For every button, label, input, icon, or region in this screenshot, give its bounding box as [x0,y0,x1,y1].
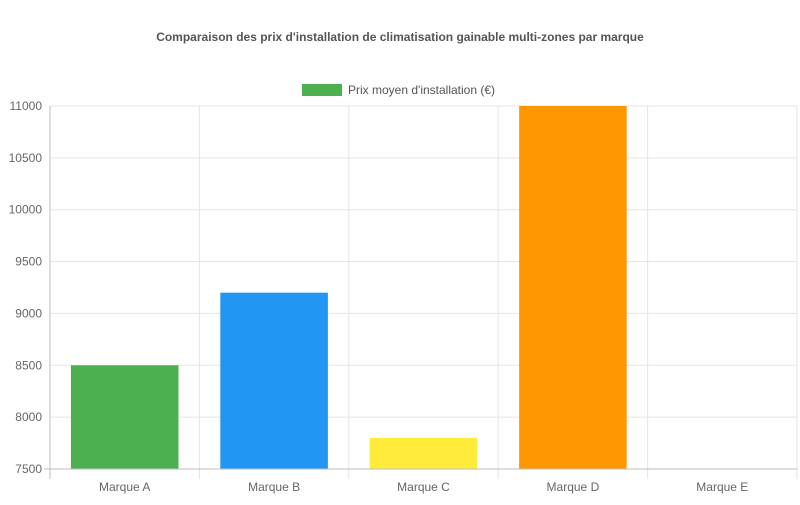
x-tick-label: Marque B [248,480,300,494]
y-tick-label: 10000 [9,203,43,217]
x-tick-label: Marque D [547,480,600,494]
y-axis-ticks: 7500 8000 8500 9000 9500 10000 10500 11000 [9,99,43,476]
y-tick-label: 10500 [9,151,43,165]
axes [44,106,797,479]
bar-marque-d[interactable] [519,106,627,469]
bars [70,106,627,469]
y-tick-label: 8500 [15,358,42,372]
chart-title: Comparaison des prix d'installation de c… [156,30,644,44]
legend-label: Prix moyen d'installation (€) [348,83,495,97]
bar-marque-b[interactable] [220,292,328,469]
legend-swatch [302,84,342,96]
legend[interactable]: Prix moyen d'installation (€) [302,83,495,97]
y-tick-label: 7500 [15,462,42,476]
x-tick-label: Marque E [696,480,748,494]
x-tick-label: Marque A [99,480,150,494]
x-axis-ticks: Marque A Marque B Marque C Marque D Marque E [99,480,748,494]
y-tick-label: 9500 [15,255,42,269]
y-tick-label: 11000 [10,99,43,113]
y-tick-label: 8000 [15,410,42,424]
y-tick-label: 9000 [15,306,42,320]
bar-marque-c[interactable] [369,437,478,469]
bar-marque-a[interactable] [70,365,179,469]
x-tick-label: Marque C [397,480,450,494]
